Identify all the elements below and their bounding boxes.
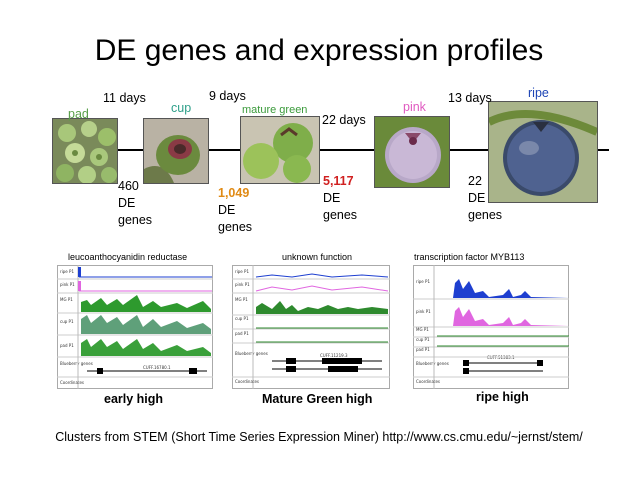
p3-track-blueberry: Blueberry genes [416, 361, 449, 366]
p3-track-coords: Coordinates [416, 379, 440, 384]
p2-track-coords: Coordinates [235, 379, 259, 384]
pad-image [53, 119, 117, 183]
p3-ripe-signal [453, 279, 569, 298]
de-count-2: 1,049 DE genes [218, 185, 252, 236]
de-count-2-l2: genes [218, 220, 253, 234]
de-count-4-l2: genes [468, 208, 503, 222]
stage-label-pink: pink [403, 100, 426, 114]
panel-label-2: unknown function [282, 252, 353, 262]
interval-pad-cup: 11 days [103, 91, 146, 105]
p1-mg-signal [81, 295, 211, 356]
de-count-3-l1: DE [323, 191, 341, 205]
mature-green-image [241, 117, 319, 183]
p2-track-mg: MG P1 [235, 297, 248, 302]
p1-track-coords: Coordinates [60, 380, 84, 385]
de-count-4-l1: DE [468, 191, 486, 205]
de-count-3-value: 5,117 [323, 174, 354, 188]
genome-browser-panel-3: ripe P1 pink P1 MG P1 cup P1 pad P1 Blue… [413, 265, 569, 389]
genome-browser-panel-2: ripe P1 pink P1 MG P1 cup P1 pad P1 Blue… [232, 265, 390, 389]
caption-mature-green-high: Mature Green high [262, 392, 373, 406]
p3-track-ripe: ripe P1 [416, 279, 430, 284]
p1-track-pink: pink P1 [60, 282, 75, 287]
de-count-1-value: 460 [118, 179, 139, 193]
stage-label-mature-green: mature green [242, 104, 308, 116]
p1-track-ripe: ripe P1 [60, 269, 74, 274]
de-count-1-l1: DE [118, 196, 136, 210]
caption-early-high: early high [104, 392, 164, 406]
timeline-axis [52, 149, 609, 151]
mature-green-photo [240, 116, 320, 184]
p1-track-pad: pad P1 [60, 343, 74, 348]
stage-label-cup: cup [171, 101, 192, 115]
p1-track-blueberry: Blueberry genes [60, 361, 93, 366]
pink-image [375, 117, 449, 187]
de-count-1: 460 DE genes [118, 178, 152, 229]
p3-track-mg: MG P1 [416, 327, 429, 332]
p3-pink-signal [453, 307, 569, 326]
de-count-4: 22 DE genes [468, 173, 502, 224]
caption-ripe-high: ripe high [476, 390, 529, 404]
p2-track-pink: pink P1 [235, 282, 250, 287]
pad-photo [52, 118, 118, 184]
p1-gene-id: CUFF.16780.1 [143, 365, 171, 370]
de-count-3-l2: genes [323, 208, 358, 222]
stage-label-ripe: ripe [528, 86, 549, 100]
interval-cup-mg: 9 days [209, 89, 246, 103]
interval-pink-ripe: 13 days [448, 91, 492, 105]
p2-mg-signal [256, 301, 388, 314]
de-count-2-value: 1,049 [218, 186, 250, 200]
de-count-2-l1: DE [218, 203, 236, 217]
de-count-1-l2: genes [118, 213, 153, 227]
p2-gene-id: CUFF.11219.3 [320, 353, 348, 358]
p3-track-pad: pad P1 [416, 347, 430, 352]
footer-citation: Clusters from STEM (Short Time Series Ex… [55, 430, 583, 444]
p1-track-mg: MG P1 [60, 297, 73, 302]
ripe-image [489, 102, 597, 202]
p1-track-cup: cup P1 [60, 319, 74, 324]
p2-track-blueberry: Blueberry genes [235, 351, 268, 356]
cup-photo [143, 118, 209, 184]
p2-track-ripe: ripe P1 [235, 269, 249, 274]
pink-photo [374, 116, 450, 188]
interval-mg-pink: 22 days [322, 113, 366, 127]
p2-track-cup: cup P1 [235, 316, 249, 321]
panel-label-1: leucoanthocyanidin reductase [68, 252, 188, 262]
genome-browser-panel-1: ripe P1 pink P1 MG P1 cup P1 pad P1 Blue… [57, 265, 213, 389]
de-count-3: 5,117 DE genes [323, 173, 357, 224]
p3-track-cup: cup P1 [416, 337, 430, 342]
p2-track-pad: pad P1 [235, 331, 249, 336]
cup-image [144, 119, 208, 183]
panel-label-3: transcription factor MYB113 [414, 252, 525, 262]
stage-label-pad: pad [68, 107, 89, 121]
ripe-photo [488, 101, 598, 203]
de-count-4-value: 22 [468, 174, 482, 188]
slide-title: DE genes and expression profiles [94, 34, 544, 67]
p3-track-pink: pink P1 [416, 309, 431, 314]
